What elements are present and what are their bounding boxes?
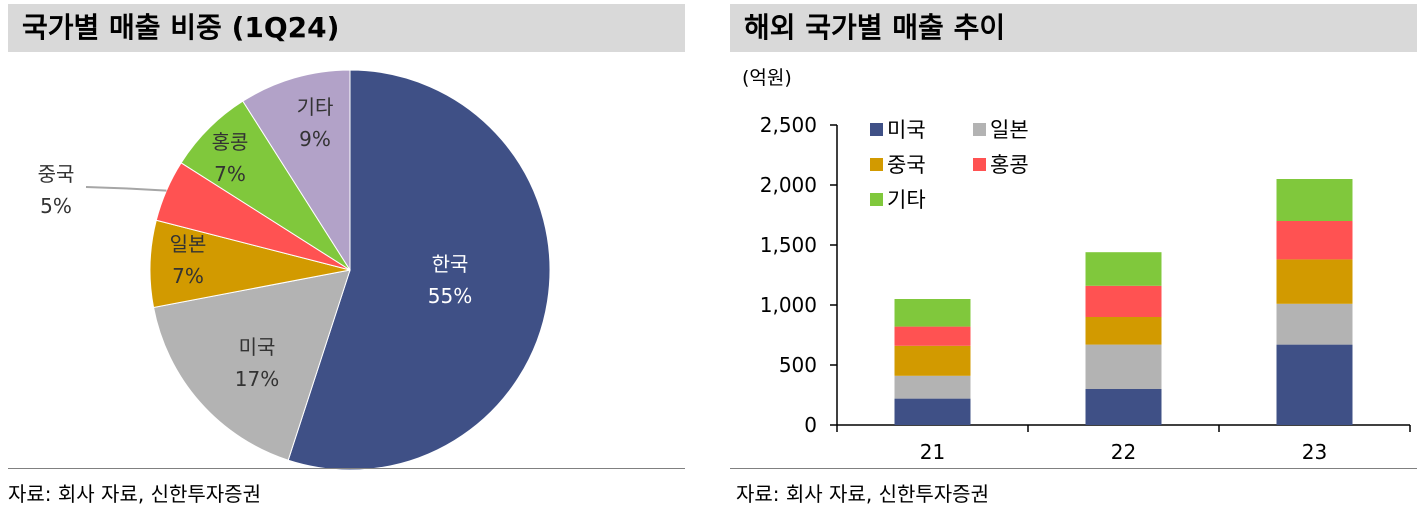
legend-label: 홍콩 [990, 153, 1029, 177]
bar-segment-일본 [1085, 344, 1162, 389]
bar-source-note: 자료: 회사 자료, 신한투자증권 [736, 482, 989, 506]
source-divider [8, 468, 685, 469]
pie-label: 미국 [239, 335, 276, 359]
pie-chart-title: 국가별 매출 비중 (1Q24) [8, 4, 685, 52]
bar-chart-title: 해외 국가별 매출 추이 [730, 4, 1417, 52]
legend-swatch [870, 123, 883, 136]
x-tick-label: 21 [920, 440, 945, 464]
bar-segment-중국 [1276, 259, 1353, 304]
bar-segment-미국 [1276, 344, 1353, 425]
pie-slice-2 [152, 269, 351, 461]
pie-label: 한국 [432, 252, 469, 276]
bar-segment-홍콩 [894, 326, 971, 346]
pie-label: 일본 [170, 232, 207, 256]
y-tick-label: 0 [804, 413, 817, 437]
x-tick-label: 23 [1302, 440, 1327, 464]
legend-label: 기타 [887, 188, 926, 212]
legend-label: 중국 [887, 153, 926, 177]
y-tick-label: 2,500 [760, 113, 817, 137]
pie-value-label: 55% [428, 284, 472, 308]
bar-segment-미국 [894, 398, 971, 425]
source-divider [730, 468, 1417, 469]
bar-segment-기타 [894, 299, 971, 327]
bar-segment-일본 [894, 375, 971, 399]
y-tick-label: 2,000 [760, 173, 817, 197]
pie-value-label: 9% [299, 127, 331, 151]
pie-value-label: 17% [235, 367, 279, 391]
bar-segment-홍콩 [1085, 285, 1162, 317]
legend-label: 미국 [887, 118, 926, 142]
pie-value-label: 7% [172, 264, 204, 288]
callout-line [85, 186, 167, 192]
pie-slice-1 [287, 69, 551, 470]
bar-segment-기타 [1276, 179, 1353, 221]
bar-chart-panel: 해외 국가별 매출 추이 (억원) 0 500 1,000 1,500 2,000 2,50… [730, 0, 1417, 516]
pie-slice-6 [242, 69, 351, 272]
pie-value-label: 5% [40, 194, 72, 218]
pie-chart: 한국 55% 미국 17% 일본 7% 중국 5% 홍콩 7% 기타 9% [38, 69, 551, 470]
pie-label: 홍콩 [212, 130, 249, 154]
legend-swatch [870, 158, 883, 171]
pie-chart-panel: 국가별 매출 비중 (1Q24) 한국 55% 미국 17% 일본 7% 중국 5% 홍콩 7% 기… [0, 0, 685, 516]
legend-swatch [973, 158, 986, 171]
y-unit-label: (억원) [742, 67, 792, 89]
bar-segment-중국 [894, 345, 971, 376]
bar-segment-중국 [1085, 317, 1162, 345]
pie-source-note: 자료: 회사 자료, 신한투자증권 [8, 482, 261, 506]
x-tick-label: 22 [1111, 440, 1136, 464]
pie-label: 중국 [38, 162, 75, 186]
legend-swatch [973, 123, 986, 136]
y-tick-label: 1,000 [760, 293, 817, 317]
bar-segment-홍콩 [1276, 221, 1353, 260]
pie-label: 기타 [297, 95, 334, 119]
y-tick-label: 1,500 [760, 233, 817, 257]
y-tick-label: 500 [779, 353, 817, 377]
pie-value-label: 7% [214, 162, 246, 186]
legend-swatch [870, 193, 883, 206]
bar-segment-일본 [1276, 303, 1353, 345]
bar-segment-미국 [1085, 389, 1162, 425]
legend-label: 일본 [990, 118, 1029, 142]
bar-segment-기타 [1085, 252, 1162, 286]
stacked-bar-chart: (억원) 0 500 1,000 1,500 2,000 2,500 21 22 23 미국 일본중국… [742, 67, 1411, 464]
